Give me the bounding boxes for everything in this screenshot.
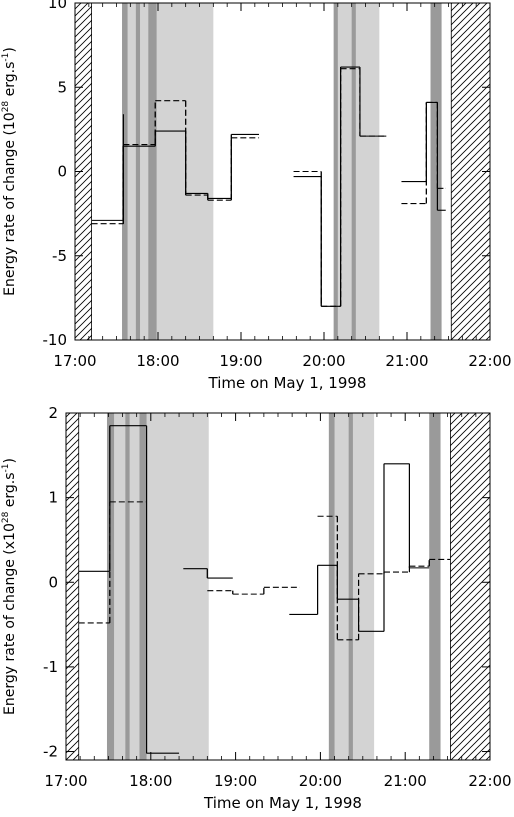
hatched-range xyxy=(450,412,491,761)
y-axis-label: Energy rate of change (1028 erg.s-1) xyxy=(1,47,18,296)
x-tick-label: 21:00 xyxy=(384,772,427,790)
light-shaded-range xyxy=(333,3,380,340)
x-tick-label: 18:00 xyxy=(129,772,172,790)
y-tick-label: 0 xyxy=(57,163,67,181)
chart-panel-1: 17:00 18:00 19:00 20:00 21:00 22:00 -10 -5 0 5 10 T… xyxy=(1,0,512,392)
dark-band xyxy=(122,3,128,340)
y-tick-label: -2 xyxy=(43,743,58,761)
y-tick-label: 10 xyxy=(48,0,67,12)
x-tick-label: 20:00 xyxy=(302,352,345,370)
hatched-range xyxy=(65,412,80,761)
dark-band xyxy=(139,413,147,760)
chart-panel-2: 17:00 18:00 19:00 20:00 21:00 22:00 -2 -1 0 1 2 Tim… xyxy=(1,404,512,812)
x-tick-label: 22:00 xyxy=(468,772,511,790)
y-axis-label: Energy rate of change (x1028 erg.s-1) xyxy=(1,458,18,715)
x-axis-label: Time on May 1, 1998 xyxy=(203,794,362,812)
y-tick-label: 5 xyxy=(57,78,67,96)
x-tick-label: 19:00 xyxy=(214,772,257,790)
x-tick-label: 17:00 xyxy=(53,352,96,370)
y-tick-label: 0 xyxy=(48,573,58,591)
x-tick-label: 19:00 xyxy=(219,352,262,370)
x-tick-label: 17:00 xyxy=(44,772,87,790)
x-tick-label: 20:00 xyxy=(299,772,342,790)
x-axis-label: Time on May 1, 1998 xyxy=(208,374,367,392)
y-tick-label: -10 xyxy=(43,331,68,349)
x-tick-label: 21:00 xyxy=(385,352,428,370)
dark-band xyxy=(333,3,338,340)
y-tick-label: -1 xyxy=(43,658,58,676)
light-shaded-range xyxy=(122,3,214,340)
y-tick-label: -5 xyxy=(52,247,67,265)
x-tick-label: 18:00 xyxy=(136,352,179,370)
y-tick-label: 1 xyxy=(48,489,58,507)
y-tick-label: 2 xyxy=(48,404,58,422)
dark-band xyxy=(429,413,441,760)
dark-band xyxy=(351,3,356,340)
dark-band xyxy=(106,413,115,760)
light-shaded-range xyxy=(106,413,209,760)
x-tick-label: 22:00 xyxy=(468,352,511,370)
dark-band xyxy=(348,413,353,760)
dark-band xyxy=(430,3,442,340)
dark-band xyxy=(148,3,157,340)
dark-band xyxy=(125,413,130,760)
dark-band xyxy=(328,413,335,760)
dark-band xyxy=(135,3,141,340)
